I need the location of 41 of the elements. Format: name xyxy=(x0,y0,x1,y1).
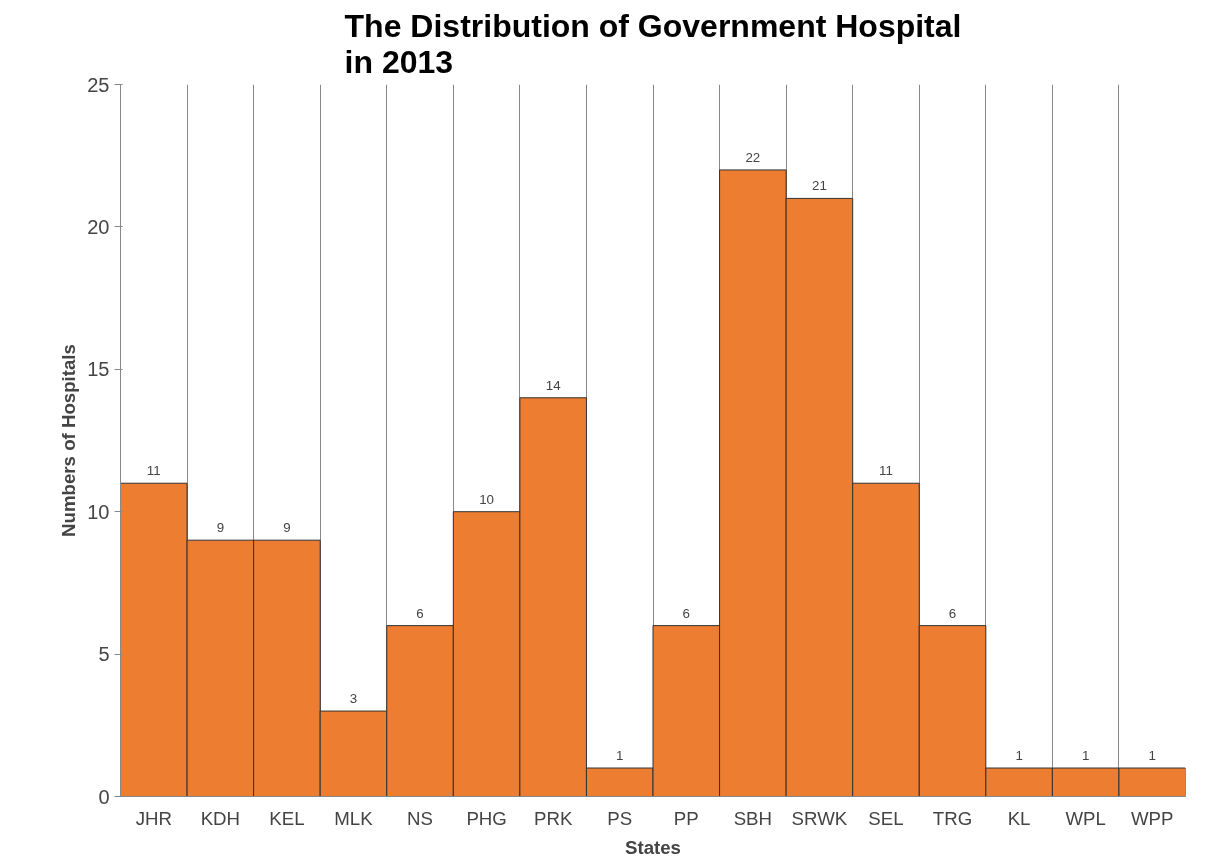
x-tick-label: SEL xyxy=(868,807,904,829)
y-tick-label: 20 xyxy=(87,215,110,238)
x-tick-label: WPL xyxy=(1065,807,1106,829)
data-label: 6 xyxy=(416,605,424,621)
data-label: 3 xyxy=(349,691,358,707)
data-label: 1 xyxy=(616,748,624,764)
data-label: 10 xyxy=(479,491,495,507)
x-tick-label: PS xyxy=(607,807,633,829)
y-tick-label: 15 xyxy=(87,358,110,381)
data-label: 21 xyxy=(811,178,827,194)
data-label: 22 xyxy=(745,149,761,165)
x-tick-label: PHG xyxy=(466,807,507,829)
x-tick-label: KL xyxy=(1007,807,1031,829)
x-tick-label: SBH xyxy=(733,807,773,829)
data-label: 11 xyxy=(146,463,161,479)
data-label: 9 xyxy=(216,520,225,536)
x-tick-label: MLK xyxy=(334,807,374,829)
data-label: 9 xyxy=(283,520,291,536)
y-tick-label: 25 xyxy=(87,73,110,96)
data-label: 6 xyxy=(682,605,690,621)
x-tick-label: PP xyxy=(673,807,699,829)
chart-title: The Distribution of Government Hospital in 2013 xyxy=(344,7,962,80)
x-tick-label: KDH xyxy=(200,807,241,829)
y-axis-title: Numbers of Hospitals xyxy=(58,344,80,537)
data-label: 14 xyxy=(545,377,562,393)
y-tick-label: 0 xyxy=(98,785,110,808)
x-tick-label: PRK xyxy=(533,807,573,829)
x-tick-label: TRG xyxy=(932,807,973,829)
x-tick-label: KEL xyxy=(269,807,305,829)
x-tick-label: WPP xyxy=(1130,807,1174,829)
data-label: 1 xyxy=(1148,748,1156,764)
x-tick-label: JHR xyxy=(135,807,172,829)
y-tick-label: 10 xyxy=(87,500,110,523)
data-label: 11 xyxy=(879,463,893,479)
data-label: 1 xyxy=(1081,748,1090,764)
x-tick-label: SRWK xyxy=(791,807,848,829)
y-tick-label: 5 xyxy=(98,643,110,666)
x-axis-title: States xyxy=(625,836,681,858)
x-tick-label: NS xyxy=(407,807,433,829)
data-label: 6 xyxy=(948,605,957,621)
data-label: 1 xyxy=(1015,748,1023,764)
